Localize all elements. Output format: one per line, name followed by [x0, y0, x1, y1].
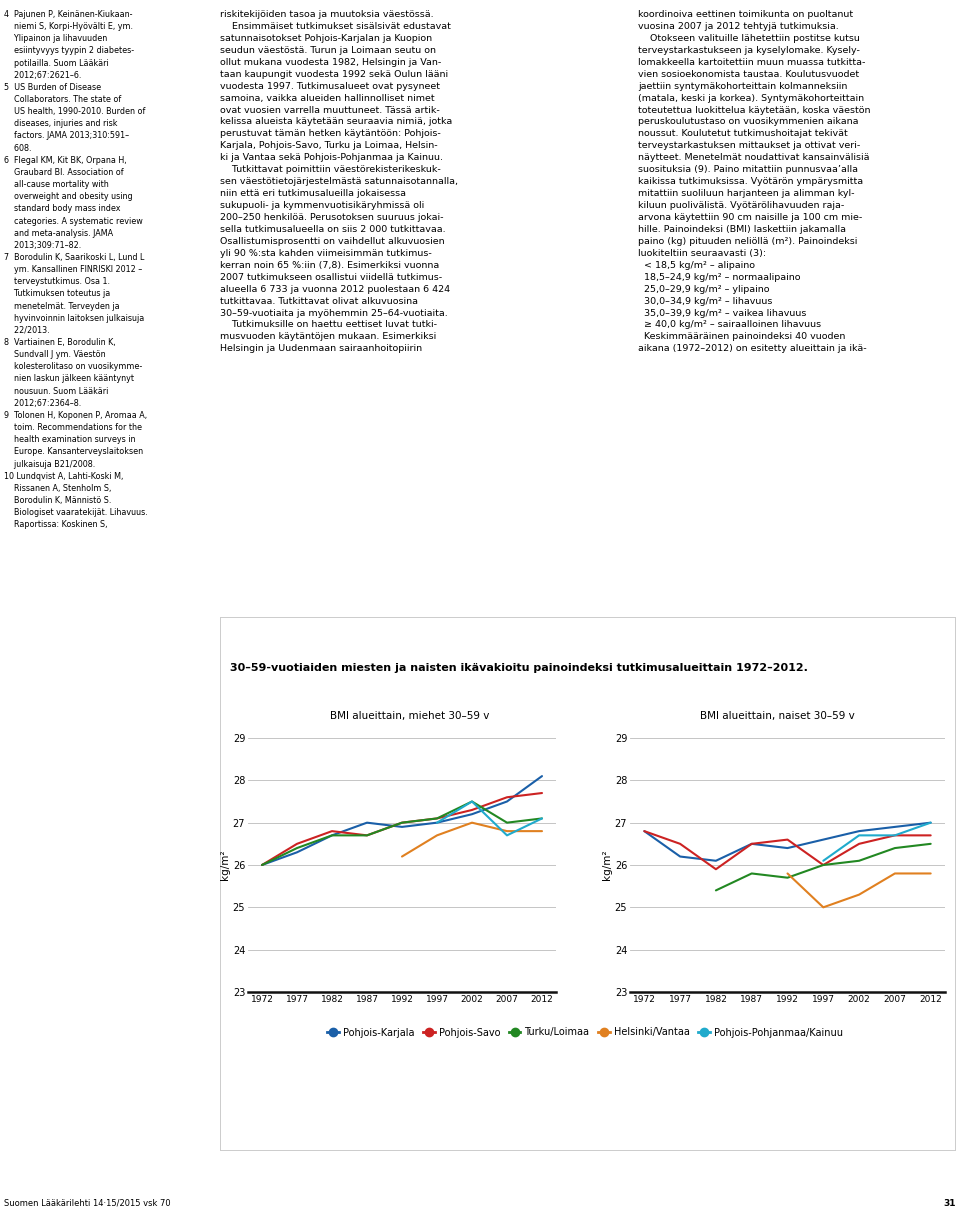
Y-axis label: kg/m²: kg/m²	[220, 850, 230, 881]
Text: koordinoiva eettinen toimikunta on puoltanut
vuosina 2007 ja 2012 tehtyjä tutkim: koordinoiva eettinen toimikunta on puolt…	[638, 10, 871, 353]
Text: 30–59-vuotiaiden miesten ja naisten ikävakioitu painoindeksi tutkimusalueittain : 30–59-vuotiaiden miesten ja naisten ikäv…	[230, 663, 808, 673]
Text: riskitekijöiden tasoa ja muutoksia väestössä.
    Ensimmäiset tutkimukset sisäls: riskitekijöiden tasoa ja muutoksia väest…	[220, 10, 458, 353]
Text: KUVIO 1.: KUVIO 1.	[228, 626, 280, 636]
Text: 4  Pajunen P, Keinänen-Kiukaan-
    niemi S, Korpi-Hyövälti E, ym.
    Ylipainon: 4 Pajunen P, Keinänen-Kiukaan- niemi S, …	[4, 10, 148, 529]
Text: 31: 31	[944, 1198, 956, 1208]
Y-axis label: kg/m²: kg/m²	[602, 850, 612, 881]
Legend: Pohjois-Karjala, Pohjois-Savo, Turku/Loimaa, Helsinki/Vantaa, Pohjois-Pohjanmaa/: Pohjois-Karjala, Pohjois-Savo, Turku/Loi…	[324, 1024, 847, 1041]
Text: BMI alueittain, miehet 30–59 v: BMI alueittain, miehet 30–59 v	[330, 710, 490, 722]
Text: BMI alueittain, naiset 30–59 v: BMI alueittain, naiset 30–59 v	[700, 710, 854, 722]
Text: Suomen Lääkärilehti 14·15/2015 vsk 70: Suomen Lääkärilehti 14·15/2015 vsk 70	[4, 1198, 171, 1208]
